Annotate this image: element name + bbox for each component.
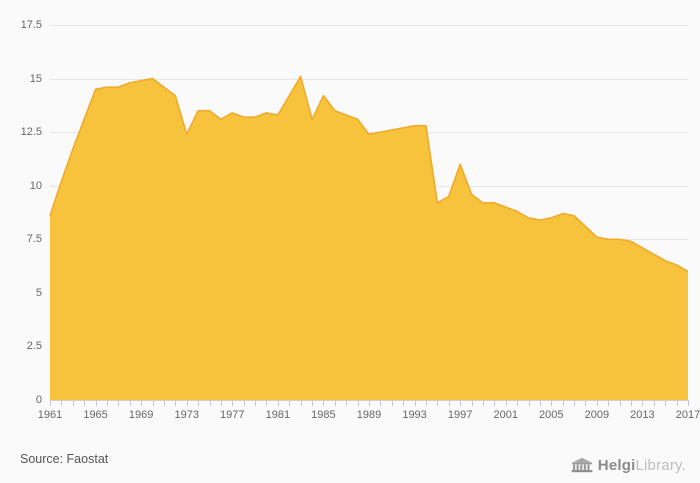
x-tick	[243, 400, 245, 406]
gridline	[50, 78, 688, 80]
x-tick-label: 2005	[539, 409, 564, 421]
x-tick	[106, 400, 108, 406]
x-tick	[141, 400, 143, 406]
x-tick-label: 2001	[493, 409, 518, 421]
x-tick	[300, 400, 302, 406]
x-tick-label: 1993	[402, 409, 427, 421]
x-tick	[357, 400, 359, 406]
y-tick-label: 2.5	[26, 340, 42, 353]
x-tick	[437, 400, 439, 406]
x-tick	[653, 400, 655, 406]
x-tick	[574, 400, 576, 406]
x-tick	[425, 400, 427, 406]
x-tick	[608, 400, 610, 406]
x-tick	[380, 400, 382, 406]
x-tick	[551, 400, 553, 406]
gridline	[50, 25, 688, 26]
x-tick-label: 2017	[675, 409, 700, 421]
x-tick	[163, 400, 165, 406]
x-tick	[482, 400, 484, 406]
x-tick	[596, 400, 598, 406]
x-tick	[403, 400, 405, 406]
x-tick	[61, 400, 63, 406]
x-tick	[277, 400, 279, 406]
x-tick	[494, 400, 496, 406]
x-tick	[152, 400, 154, 406]
x-tick	[676, 400, 678, 406]
x-tick	[175, 400, 177, 406]
x-tick-label: 1973	[174, 409, 199, 421]
x-tick	[642, 400, 644, 406]
y-tick-label: 17.5	[20, 19, 42, 31]
x-tick-label: 2013	[630, 409, 655, 421]
x-tick	[346, 400, 348, 406]
x-tick	[528, 400, 530, 406]
logo-text-library: Library.	[635, 456, 686, 474]
x-tick	[209, 400, 211, 406]
x-tick	[323, 400, 325, 406]
x-tick-label: 1985	[311, 409, 336, 421]
x-tick-label: 2009	[584, 409, 610, 421]
x-tick	[505, 400, 507, 406]
x-tick	[631, 400, 633, 406]
x-tick	[471, 400, 473, 406]
y-tick-label: 15	[29, 72, 42, 85]
library-building-icon	[571, 456, 593, 474]
x-tick-label: 1981	[265, 409, 291, 421]
x-tick	[369, 400, 370, 406]
x-tick	[198, 400, 200, 406]
x-tick-label: 1969	[128, 409, 154, 421]
x-tick	[391, 400, 393, 406]
x-tick	[232, 400, 234, 406]
area-series	[49, 75, 689, 401]
x-tick-label: 1965	[83, 409, 108, 421]
x-tick	[312, 400, 314, 406]
x-tick	[539, 400, 541, 406]
x-tick	[414, 400, 416, 406]
area-fill-path	[50, 76, 688, 401]
source-label: Source: Faostat	[20, 452, 109, 466]
x-tick	[220, 400, 222, 406]
x-tick	[585, 400, 587, 406]
x-tick	[562, 400, 564, 406]
x-tick	[266, 400, 268, 406]
x-tick	[118, 400, 120, 406]
gridline	[50, 132, 688, 134]
x-tick-label: 1989	[356, 409, 382, 421]
x-tick-label: 1997	[447, 409, 473, 421]
y-tick-label: 0	[35, 394, 42, 406]
y-axis: 0 2.5 5 7.5 10 12.5 15 17.5	[0, 0, 42, 483]
x-tick	[688, 400, 689, 406]
x-tick	[334, 400, 336, 406]
x-tick	[460, 400, 462, 406]
logo-text-helgi: Helgi	[597, 456, 636, 474]
x-tick	[665, 400, 667, 406]
y-tick-label: 10	[29, 179, 42, 192]
x-tick	[619, 400, 621, 406]
area-line-path	[49, 75, 689, 273]
y-tick-label: 5	[35, 286, 42, 299]
x-tick	[50, 400, 51, 406]
x-tick	[289, 400, 291, 406]
x-tick	[255, 400, 257, 406]
x-tick-label: 1961	[37, 409, 63, 421]
x-tick	[517, 400, 519, 406]
y-tick-label: 7.5	[26, 233, 42, 246]
y-tick-label: 12.5	[20, 126, 42, 139]
helgi-library-logo[interactable]: HelgiLibrary.	[571, 456, 686, 474]
x-tick-label: 1977	[220, 409, 245, 421]
x-tick	[129, 400, 131, 406]
x-tick	[95, 400, 97, 406]
logo-wordmark: HelgiLibrary.	[598, 457, 686, 474]
x-tick	[72, 400, 74, 406]
x-tick	[448, 400, 450, 406]
x-tick	[84, 400, 86, 406]
x-tick	[186, 400, 188, 406]
